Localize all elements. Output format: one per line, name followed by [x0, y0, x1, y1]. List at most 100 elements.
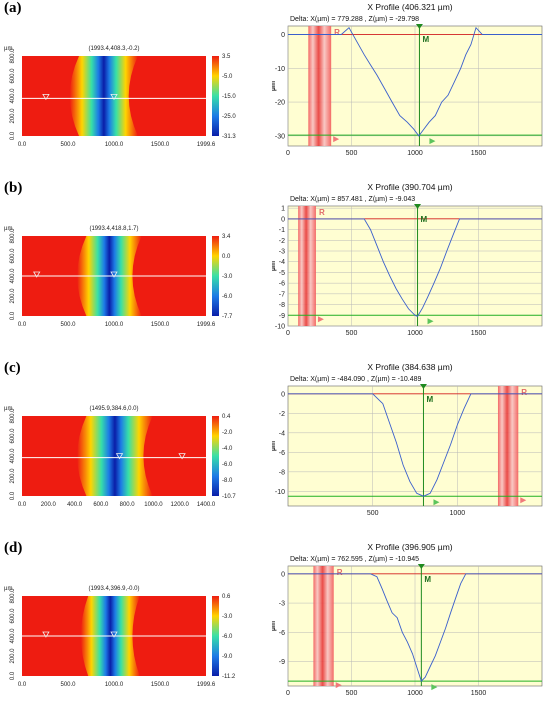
- profile-x-tick-label: 1500: [471, 690, 487, 697]
- map-y-tick-label: 200.0: [10, 288, 16, 304]
- map-x-tick-label: 500.0: [60, 142, 76, 148]
- height-map-chart: (1993.4,396.9,-0.0) µm 0.0 500.0 1000.0 1500.…: [4, 586, 236, 688]
- map-y-tick-label: 800.0: [10, 408, 16, 424]
- map-x-tick-label: 1500.0: [151, 142, 170, 148]
- colorbar-tick-label: 0.6: [222, 594, 231, 600]
- delta-readout: Delta: X(µm) = 762.595 , Z(µm) = -10.945: [290, 556, 419, 563]
- profile-x-tick-label: 1000: [450, 510, 466, 517]
- reference-arrow: [333, 136, 340, 143]
- profile-y-tick-label: 0: [281, 216, 285, 223]
- profile-y-tick-label: -9: [279, 659, 285, 666]
- profile-trace: [288, 26, 542, 137]
- profile-y-axis-label: µm: [272, 261, 277, 271]
- panel-label: (a): [4, 0, 22, 16]
- profile-y-tick-label: 1: [281, 206, 285, 213]
- height-map-chart: (1993.4,408.3,-0.2) µm 0.0 500.0 1000.0 1500.…: [4, 46, 236, 148]
- reference-label: R: [334, 28, 340, 37]
- colorbar-tick-label: -11.2: [222, 674, 236, 680]
- map-x-tick-label: 0.0: [18, 682, 27, 688]
- map-y-tick-label: 400.0: [10, 88, 16, 104]
- measure-arrow: [427, 318, 434, 325]
- x-profile-chart: X Profile (406.321 µm) Delta: X(µm) = 779…: [272, 2, 543, 157]
- map-x-tick-label: 1000.0: [144, 502, 163, 508]
- x-profile: X Profile (406.321 µm) Delta: X(µm) = 779…: [272, 2, 543, 157]
- map-marker: [42, 94, 50, 101]
- groove-region: [77, 416, 153, 496]
- map-y-tick-label: 0.0: [10, 311, 16, 320]
- profile-y-tick-label: -10: [275, 324, 285, 331]
- profile-x-tick-label: 0: [286, 690, 290, 697]
- reference-arrow: [520, 497, 527, 504]
- x-profile: X Profile (396.905 µm) Delta: X(µm) = 762…: [272, 542, 543, 697]
- colorbar-tick-label: -3.0: [222, 614, 233, 620]
- profile-trace: [288, 393, 542, 497]
- measure-cursor-label: M: [422, 35, 429, 44]
- profile-y-tick-label: -5: [279, 270, 285, 277]
- profile-y-tick-label: -8: [279, 469, 285, 476]
- map-y-tick-label: 600.0: [10, 608, 16, 624]
- profile-y-axis-label: µm: [272, 441, 277, 451]
- map-x-tick-label: 600.0: [93, 502, 109, 508]
- panel-label: (c): [4, 360, 21, 376]
- map-y-tick-label: 200.0: [10, 468, 16, 484]
- panel-d: (d) (1993.4,396.9,-0.0) µm 0.0 500.0 1000.0 1…: [0, 540, 550, 718]
- colorbar-tick-label: -8.0: [222, 478, 233, 484]
- colorbar-tick-label: 3.4: [222, 234, 231, 240]
- colorbar: [212, 236, 219, 316]
- profile-x-tick-label: 500: [346, 150, 358, 157]
- groove-region: [69, 56, 138, 136]
- profile-y-tick-label: -4: [279, 430, 285, 437]
- panel-c: (c) (1495.9,384.6,0.0) µm 0.0 200.0 400.0 600…: [0, 360, 550, 538]
- profile-y-tick-label: -6: [279, 450, 285, 457]
- map-x-tick-label: 1200.0: [171, 502, 190, 508]
- profile-y-tick-label: -3: [279, 249, 285, 256]
- map-marker: [178, 453, 186, 460]
- map-y-tick-label: 0.0: [10, 491, 16, 500]
- measure-cursor-label: M: [426, 395, 433, 404]
- profile-x-tick-label: 1000: [407, 330, 423, 337]
- reference-label: R: [521, 388, 527, 397]
- x-profile: X Profile (390.704 µm) Delta: X(µm) = 857…: [272, 182, 543, 337]
- height-map: (1993.4,408.3,-0.2) µm 0.0 500.0 1000.0 1500.…: [4, 46, 236, 148]
- x-profile: X Profile (384.638 µm) Delta: X(µm) = -48…: [272, 362, 543, 517]
- profile-y-axis-label: µm: [272, 621, 277, 631]
- colorbar: [212, 56, 219, 136]
- profile-x-tick-label: 1000: [407, 690, 423, 697]
- profile-y-tick-label: -7: [279, 291, 285, 298]
- reference-arrow: [335, 682, 342, 689]
- colorbar: [212, 596, 219, 676]
- measure-cursor-label: M: [424, 575, 431, 584]
- map-y-tick-label: 400.0: [10, 268, 16, 284]
- profile-y-tick-label: -6: [279, 281, 285, 288]
- map-x-tick-label: 1000.0: [105, 682, 124, 688]
- map-x-tick-label: 800.0: [120, 502, 136, 508]
- profile-y-tick-label: -8: [279, 302, 285, 309]
- profile-x-tick-label: 1500: [471, 150, 487, 157]
- map-y-tick-label: 200.0: [10, 108, 16, 124]
- map-unit-label: µm: [4, 586, 12, 592]
- height-map: (1993.4,418.8,1.7) µm 0.0 500.0 1000.0 1500.0…: [4, 226, 233, 328]
- map-x-tick-label: 1400.0: [197, 502, 216, 508]
- reference-label: R: [319, 208, 325, 217]
- map-x-tick-label: 0.0: [18, 322, 27, 328]
- map-y-tick-label: 400.0: [10, 448, 16, 464]
- profile-trace: [288, 218, 542, 317]
- profile-x-tick-label: 500: [367, 510, 379, 517]
- x-profile-chart: X Profile (390.704 µm) Delta: X(µm) = 857…: [272, 182, 543, 337]
- profile-y-tick-label: -10: [275, 489, 285, 496]
- profile-title: X Profile (406.321 µm): [367, 2, 452, 12]
- map-coordinate-label: (1993.4,418.8,1.7): [89, 226, 138, 232]
- profile-title: X Profile (396.905 µm): [367, 542, 452, 552]
- delta-readout: Delta: X(µm) = 857.481 , Z(µm) = -9.043: [290, 196, 415, 203]
- measure-cursor-marker: [415, 24, 423, 29]
- map-y-tick-label: 600.0: [10, 68, 16, 84]
- profile-x-tick-label: 0: [286, 330, 290, 337]
- map-x-tick-label: 1999.6: [197, 682, 216, 688]
- map-y-tick-label: 200.0: [10, 648, 16, 664]
- reference-band: [313, 566, 334, 686]
- measure-arrow: [429, 138, 436, 145]
- measure-arrow: [433, 499, 440, 506]
- map-x-tick-label: 200.0: [41, 502, 57, 508]
- reference-band: [298, 206, 316, 326]
- colorbar-tick-label: -6.0: [222, 294, 233, 300]
